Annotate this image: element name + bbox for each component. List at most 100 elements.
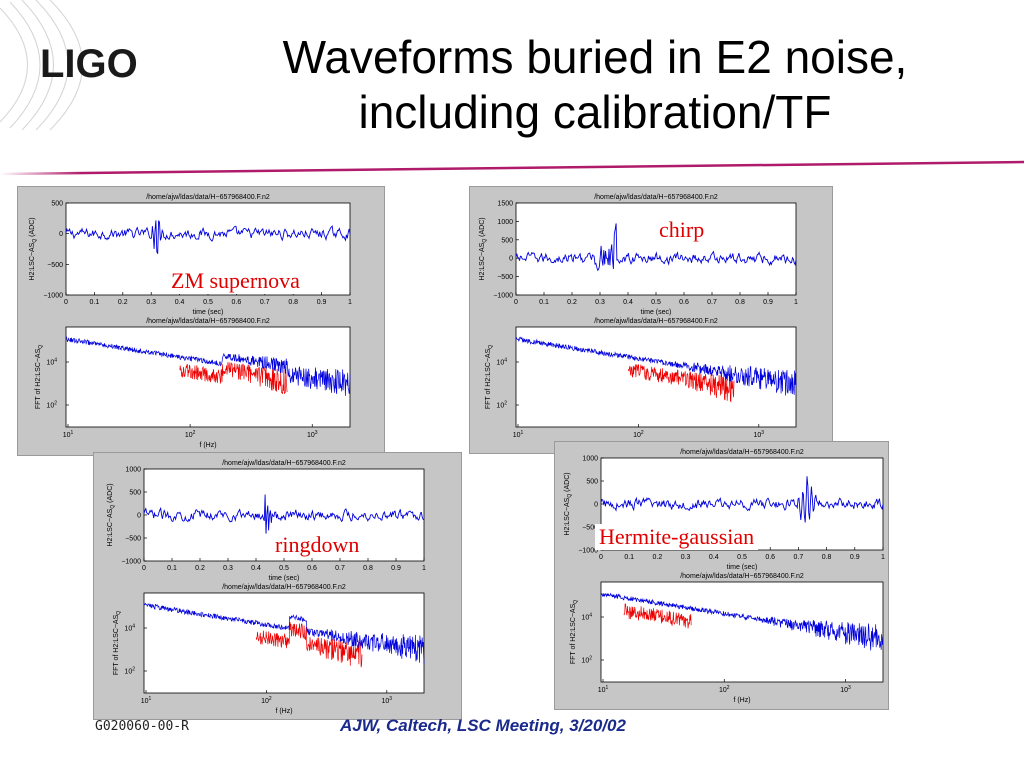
fft-ytick-exp: 4 [132,624,135,630]
time-ytick-label: 500 [586,479,598,486]
figure-zm-supernova: /home/ajw/ldas/data/H−657968400.F.n2 500 0… [17,186,385,456]
fft-ytick-exp: 2 [504,401,507,407]
time-xtick-label: 0.5 [203,299,213,306]
time-xtick-label: 0.9 [763,299,773,306]
fft-xtick-label: 102 [185,430,196,439]
time-ylabel-sub: Q [32,239,38,243]
fft-xtick-label: 101 [141,696,152,705]
figure-plot: /home/ajw/ldas/data/H−657968400.F.n21000… [107,460,426,715]
plot-path-label: /home/ajw/ldas/data/H−657968400.F.n2 [146,194,270,201]
time-ytick-label: −500 [497,274,513,281]
fft-xtick-label: 103 [840,685,851,694]
fft-noise-line [515,336,797,396]
fft-plot-area [65,326,351,428]
fft-ylabel-sub: Q [573,600,579,604]
fft-xtick-label: 101 [63,430,74,439]
time-xtick-label: 0 [142,565,146,572]
fft-xtick-label: 101 [513,430,524,439]
time-xlabel: time (sec) [193,309,224,316]
time-xtick-label: 0.6 [232,299,242,306]
time-ylabel: H2:LSC−ASQ (ADC) [29,217,38,280]
time-xtick-label: 0.7 [707,299,717,306]
time-xtick-label: 1 [794,299,798,306]
time-xtick-label: 0.3 [595,299,605,306]
time-ytick-label: 0 [137,513,141,520]
fft-xtick-exp: 2 [193,430,196,436]
plot-path-label: /home/ajw/ldas/data/H−657968400.F.n2 [594,194,718,201]
time-series-line [600,476,884,523]
fft-xtick-exp: 1 [71,430,74,436]
fft-plot-area [600,581,884,683]
figure-plot: /home/ajw/ldas/data/H−657968400.F.n21500… [479,194,798,449]
fft-ytick-label: 104 [581,613,592,622]
time-ylabel-sub: Q [482,239,488,243]
logo-text: LIGO [40,42,138,86]
fft-ytick-exp: 4 [589,613,592,619]
time-xtick-label: 0.9 [850,554,860,561]
time-xtick-label: 0.4 [623,299,633,306]
plot-path-label: /home/ajw/ldas/data/H−657968400.F.n2 [680,449,804,456]
time-ytick-label: −500 [47,262,63,269]
fft-ylabel-sub: Q [116,611,122,615]
fft-signal-line [627,364,735,403]
time-xtick-label: 0.4 [175,299,185,306]
time-ytick-label: 0 [59,231,63,238]
time-xtick-label: 0.5 [737,554,747,561]
plot-path-label: /home/ajw/ldas/data/H−657968400.F.n2 [594,318,718,325]
time-ytick-label: −500 [582,525,598,532]
time-xtick-label: 0.5 [651,299,661,306]
time-series-line [65,220,351,254]
time-xtick-label: 0.7 [794,554,804,561]
time-xtick-label: 0 [514,299,518,306]
time-ylabel-unit: (ADC) [479,217,486,238]
fft-ylabel: FFT of H2:LSC−ASQ [35,345,44,409]
footer-doc-id: G020060-00-R [95,719,189,734]
fft-xtick-label: 102 [633,430,644,439]
fft-ytick-label: 104 [124,624,135,633]
label-zm-supernova: ZM supernova [167,268,304,294]
time-ylabel-unit: (ADC) [564,472,571,493]
time-ytick-label: 1000 [497,219,513,226]
label-hermite-gaussian: Hermite-gaussian [595,524,759,550]
fft-xtick-label: 103 [307,430,318,439]
time-ylabel: H2:LSC−ASQ (ADC) [564,472,573,535]
fft-xtick-label: 102 [261,696,272,705]
time-xlabel: time (sec) [269,575,300,582]
fft-ytick-exp: 4 [54,358,57,364]
label-ringdown: ringdown [271,532,364,558]
time-ytick-label: 1500 [497,201,513,208]
fft-plot-area [143,592,425,694]
fft-noise-line [143,602,425,665]
plot-path-label: /home/ajw/ldas/data/H−657968400.F.n2 [146,318,270,325]
fft-xtick-exp: 1 [606,685,609,691]
time-xtick-label: 0.8 [735,299,745,306]
time-xlabel: time (sec) [727,564,758,571]
time-series-line [143,494,425,534]
time-xtick-label: 0.8 [288,299,298,306]
fft-xtick-exp: 1 [149,696,152,702]
time-xtick-label: 0.7 [335,565,345,572]
ligo-logo: LIGO [0,0,138,130]
time-ylabel-sub: Q [567,494,573,498]
time-ylabel: H2:LSC−ASQ (ADC) [107,483,116,546]
time-xtick-label: 0.1 [90,299,100,306]
time-xtick-label: 1 [422,565,426,572]
time-ytick-label: 500 [51,201,63,208]
title-line-1: Waveforms buried in E2 noise, [282,31,908,83]
fft-xlabel: f (Hz) [199,442,216,449]
fft-ytick-label: 104 [496,358,507,367]
fft-ylabel-sub: Q [488,345,494,349]
time-xtick-label: 0.3 [146,299,156,306]
time-ylabel-sub: Q [110,505,116,509]
time-xtick-label: 0.4 [251,565,261,572]
fft-xtick-exp: 3 [848,685,851,691]
time-ylabel-unit: (ADC) [29,217,36,238]
fft-xtick-label: 103 [754,430,765,439]
time-xtick-label: 0 [64,299,68,306]
time-ytick-label: 500 [501,237,513,244]
logo-arcs [0,0,83,130]
fft-ytick-exp: 2 [589,656,592,662]
time-series-line [515,223,797,271]
fft-signal-line [623,603,692,629]
fft-ylabel: FFT of H2:LSC−ASQ [570,600,579,664]
